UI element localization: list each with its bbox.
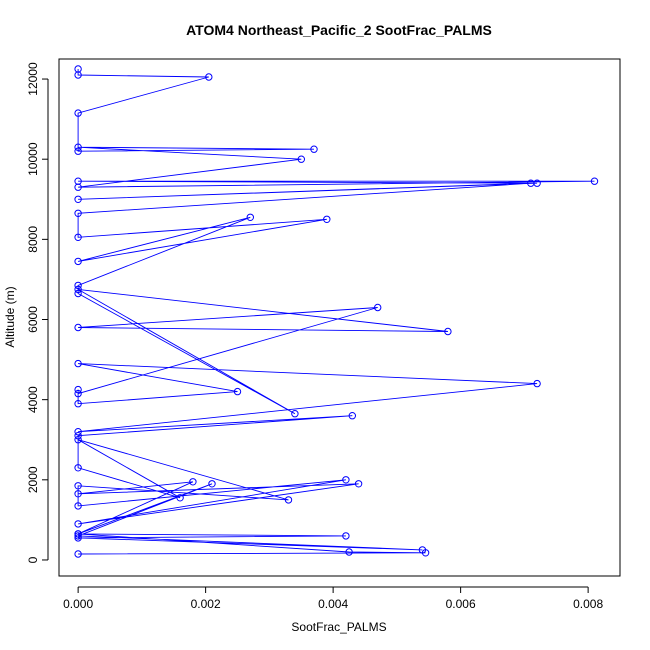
y-tick-label: 0 [26, 556, 40, 563]
data-point [74, 534, 82, 542]
data-point [74, 183, 82, 191]
data-point [74, 65, 82, 73]
y-tick-label: 8000 [26, 226, 40, 253]
y-axis-label: Altitude (m) [3, 286, 17, 347]
data-point [533, 179, 541, 187]
data-point [444, 327, 452, 336]
y-tick-label: 4000 [26, 386, 40, 413]
data-point [74, 428, 82, 436]
data-point [189, 478, 197, 486]
y-tick-label: 12000 [26, 62, 40, 96]
data-point [74, 389, 82, 398]
data-point [310, 145, 318, 153]
data-point [74, 109, 82, 117]
x-axis: 0.000 0.002 0.004 0.006 0.008 [63, 586, 603, 611]
data-point [533, 379, 541, 388]
data-point [291, 410, 299, 418]
data-point [246, 213, 255, 222]
data-point [348, 412, 356, 420]
data-point [74, 520, 82, 528]
data-point [74, 436, 82, 444]
data-point [74, 209, 82, 218]
data-point [74, 323, 82, 332]
data-point [74, 143, 82, 151]
data-point [74, 281, 82, 290]
x-axis-label: SootFrac_PALMS [291, 620, 386, 634]
x-tick-label: 0.006 [446, 597, 476, 611]
x-tick-label: 0.008 [573, 597, 603, 611]
series-line [77, 69, 595, 555]
data-point [74, 502, 82, 510]
data-point [74, 359, 82, 368]
data-point [74, 233, 82, 242]
data-point [284, 496, 293, 504]
y-axis: 0 2000 4000 6000 8000 10000 12000 [26, 62, 49, 563]
data-point [74, 195, 82, 204]
data-point [297, 155, 305, 163]
data-point [374, 303, 382, 312]
chart-title: ATOM4 Northeast_Pacific_2 SootFrac_PALMS [186, 22, 492, 38]
series-group [74, 65, 599, 558]
data-point [74, 432, 82, 440]
data-point [74, 285, 82, 294]
x-tick-label: 0.002 [191, 597, 221, 611]
plot-frame [58, 58, 621, 577]
data-point [323, 215, 331, 224]
data-point [418, 546, 427, 554]
data-point [74, 490, 82, 498]
data-point [342, 476, 350, 484]
data-point [74, 550, 82, 558]
data-point [205, 73, 213, 81]
data-point [74, 257, 82, 266]
data-point [354, 480, 363, 488]
data-point [74, 532, 82, 540]
data-point [208, 480, 216, 488]
y-tick-label: 6000 [26, 306, 40, 333]
data-point [233, 387, 242, 396]
data-point [74, 400, 82, 408]
data-point [176, 494, 184, 502]
data-point [74, 482, 82, 490]
y-tick-label: 10000 [26, 142, 40, 176]
data-point [74, 464, 82, 472]
y-tick-label: 2000 [26, 466, 40, 493]
data-point [74, 147, 82, 155]
x-tick-label: 0.000 [63, 597, 93, 611]
data-point [590, 177, 599, 185]
data-point [74, 530, 82, 538]
data-point [345, 548, 353, 556]
data-point [74, 385, 82, 394]
data-point [342, 532, 350, 540]
x-tick-label: 0.004 [318, 597, 348, 611]
data-point [74, 289, 82, 298]
